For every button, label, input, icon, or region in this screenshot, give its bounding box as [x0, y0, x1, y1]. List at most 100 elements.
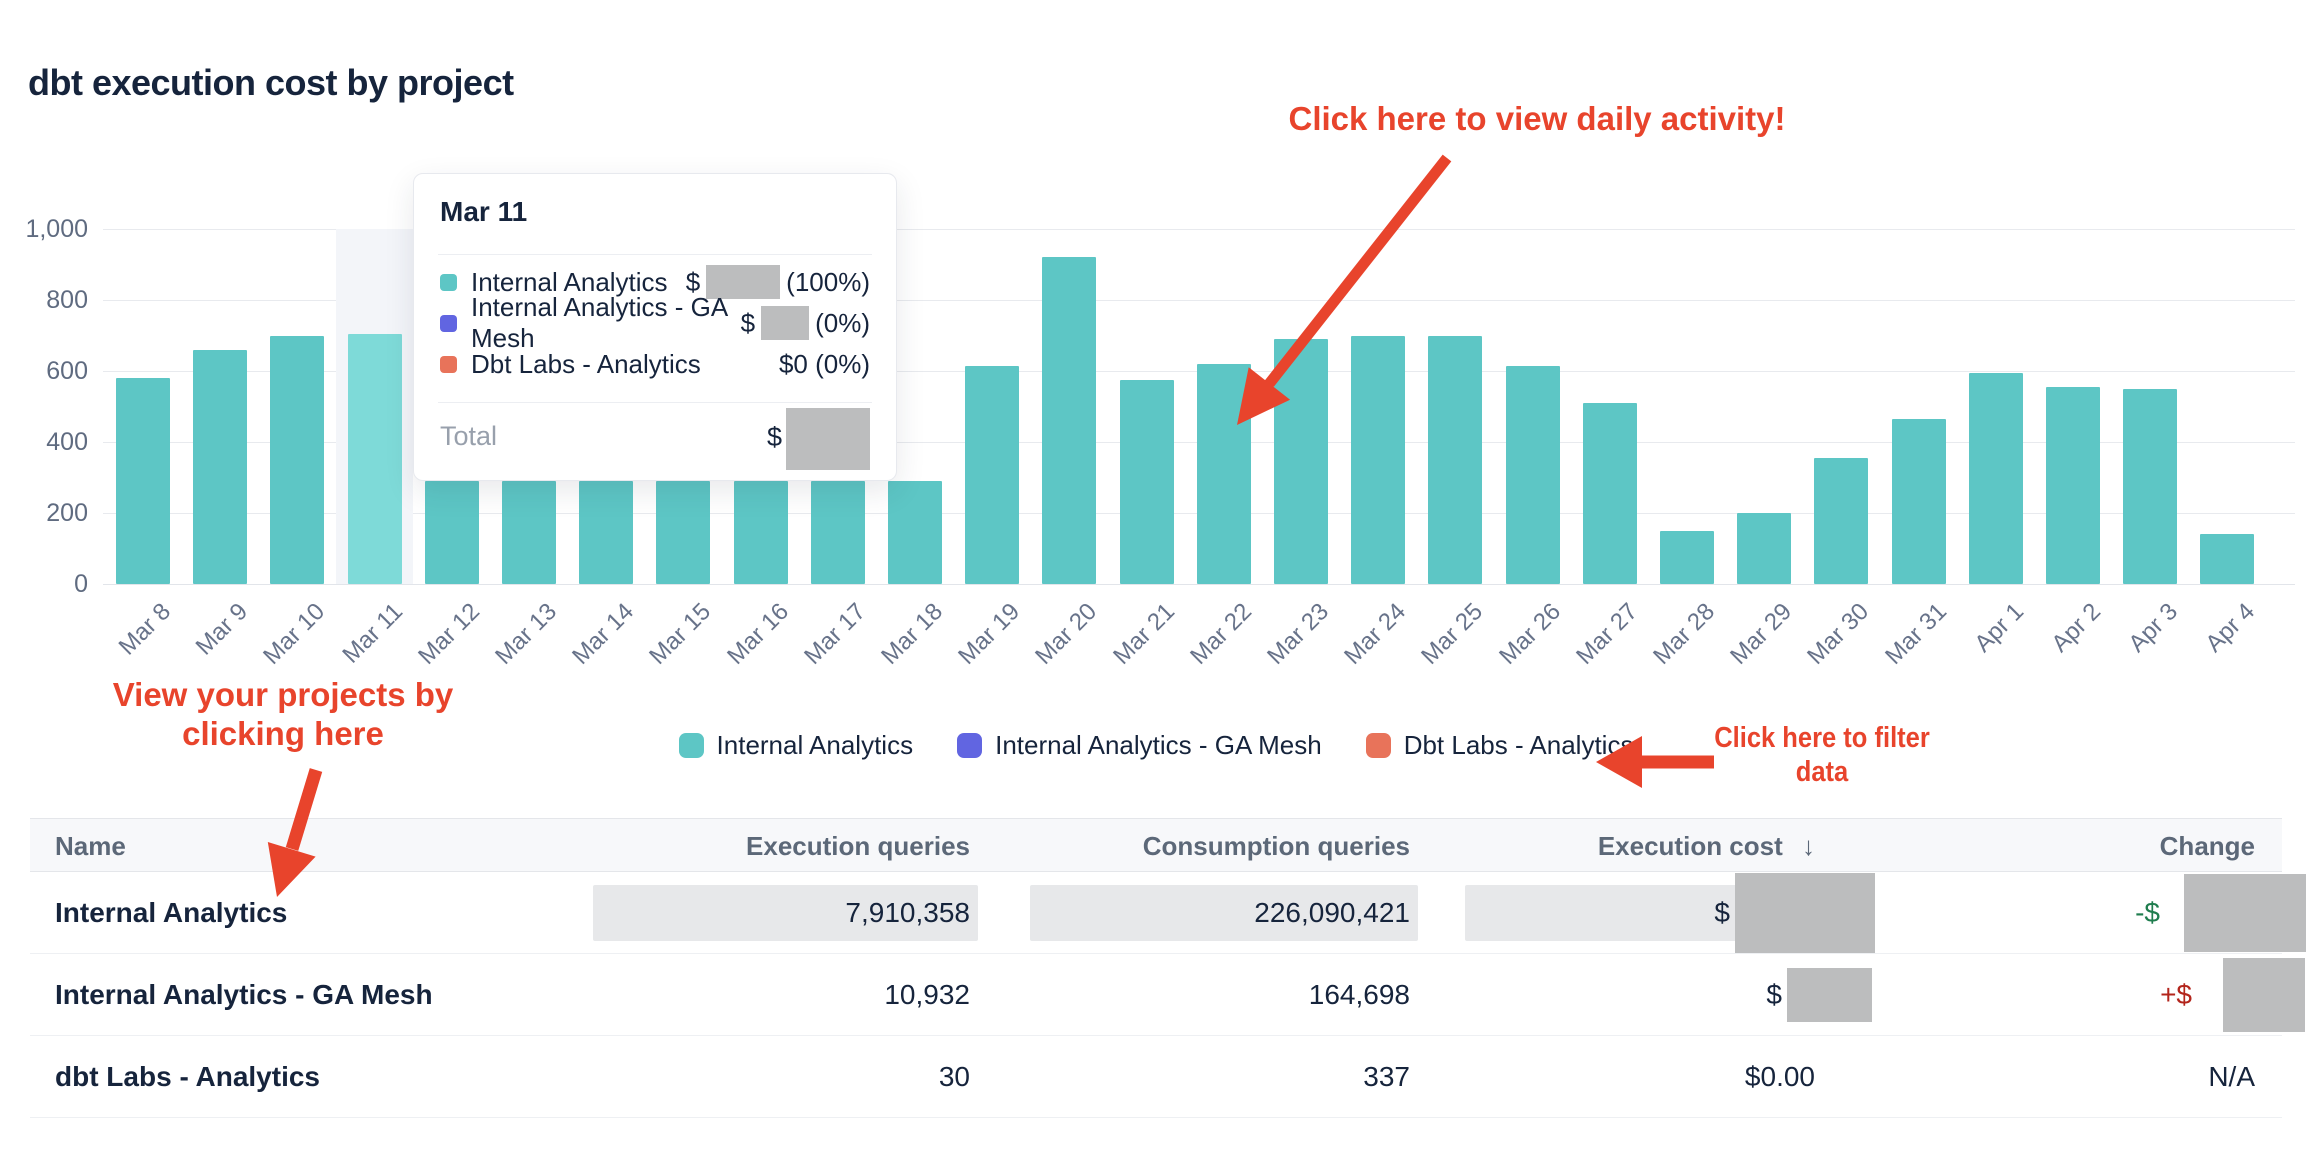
legend-item-ga-mesh[interactable]: Internal Analytics - GA Mesh — [957, 730, 1322, 761]
redacted-value — [786, 408, 870, 470]
y-axis-tick-label: 800 — [46, 286, 88, 314]
project-name[interactable]: Internal Analytics — [55, 897, 288, 928]
chart-bar-mar-28[interactable] — [1660, 530, 1714, 584]
execution-queries-value: 10,932 — [884, 979, 970, 1010]
chart-bar-mar-11[interactable] — [347, 333, 402, 584]
redacted-value — [761, 306, 810, 340]
chart-bar-mar-13[interactable] — [502, 481, 556, 584]
chart-bar-mar-8[interactable] — [116, 378, 170, 584]
chart-bar-apr-1[interactable] — [1968, 372, 2023, 584]
annotation-line: Click here to filter — [1714, 722, 1930, 754]
execution-cost-prefix: $ — [1714, 897, 1730, 928]
consumption-queries-value: 164,698 — [1308, 979, 1410, 1010]
column-header-change[interactable]: Change — [2159, 831, 2255, 861]
sort-descending-icon[interactable]: ↓ — [1802, 831, 1815, 861]
gridline — [103, 229, 2295, 230]
legend-item-internal-analytics[interactable]: Internal Analytics — [678, 730, 914, 761]
legend-item-dbt-labs[interactable]: Dbt Labs - Analytics — [1365, 730, 1633, 761]
chart-bar-apr-4[interactable] — [2200, 534, 2255, 584]
chart-bar-mar-23[interactable] — [1274, 339, 1328, 584]
legend-swatch-internal-analytics — [678, 733, 704, 758]
project-name[interactable]: dbt Labs - Analytics — [55, 1061, 321, 1092]
y-axis-tick-label: 400 — [46, 428, 88, 456]
chart-bar-mar-12[interactable] — [424, 481, 479, 584]
legend-label: Internal Analytics — [716, 730, 914, 760]
consumption-queries-value: 226,090,421 — [1254, 897, 1410, 928]
tooltip-series-value: $0 (0%) — [779, 349, 870, 380]
chart-bar-mar-25[interactable] — [1428, 335, 1483, 584]
currency-prefix: $ — [685, 266, 701, 297]
tooltip-series-value: $ (0%) — [741, 306, 870, 340]
annotation-daily-activity: Click here to view daily activity! — [1288, 100, 1786, 137]
redacted-value — [706, 265, 781, 299]
chart-bar-mar-31[interactable] — [1891, 418, 1946, 584]
chart-bar-mar-24[interactable] — [1351, 335, 1406, 584]
y-axis-tick-label: 0 — [74, 570, 88, 598]
change-prefix: -$ — [2135, 897, 2160, 928]
execution-queries-value: 7,910,358 — [845, 897, 970, 928]
column-header-label: Execution cost — [1597, 831, 1783, 861]
currency-prefix: $ — [766, 422, 782, 452]
tooltip-divider — [438, 254, 872, 255]
legend-swatch-ga-mesh — [957, 733, 983, 758]
tooltip-row: Dbt Labs - Analytics $0 (0%) — [440, 344, 870, 384]
chart-bar-mar-9[interactable] — [193, 349, 248, 584]
chart-bar-mar-21[interactable] — [1119, 379, 1174, 584]
chart-tooltip: Mar 11 Internal Analytics $ (100%) Inter… — [413, 173, 897, 481]
series-swatch-ga-mesh — [440, 314, 457, 332]
chart-bar-mar-14[interactable] — [579, 481, 634, 584]
chart-bar-mar-19[interactable] — [965, 365, 1020, 584]
chart-bar-mar-20[interactable] — [1042, 257, 1097, 584]
redacted-value — [1787, 968, 1872, 1022]
tooltip-row: Internal Analytics $ (100%) — [440, 262, 870, 302]
annotation-line: View your projects by — [112, 676, 454, 713]
tooltip-total-value: $ — [767, 408, 870, 470]
currency-prefix: $ — [740, 307, 756, 338]
chart-bar-mar-27[interactable] — [1582, 402, 1637, 584]
change-value: N/A — [2208, 1061, 2255, 1092]
tooltip-series-value: $ (100%) — [686, 265, 870, 299]
chart-bar-apr-2[interactable] — [2046, 386, 2100, 584]
chart-bar-mar-26[interactable] — [1505, 365, 1560, 584]
gridline — [103, 584, 2295, 585]
highlighted-cell — [593, 885, 978, 941]
execution-cost-bar-chart: 0 200 400 600 800 1,000 Mar 8 Mar 9 Mar 10 Mar 1… — [25, 215, 2295, 670]
y-axis-tick-label: 600 — [46, 357, 88, 385]
tooltip-series-label: Dbt Labs - Analytics — [471, 348, 701, 379]
execution-cost-prefix: $ — [1766, 979, 1782, 1010]
chart-bar-mar-22[interactable] — [1196, 363, 1251, 584]
tooltip-total-label: Total — [440, 421, 498, 451]
y-axis-tick-label: 1,000 — [25, 215, 88, 243]
table-row-dbt-labs[interactable]: dbt Labs - Analytics 30 337 $0.00 N/A — [30, 1036, 2282, 1118]
column-header-execution-queries[interactable]: Execution queries — [746, 831, 970, 861]
annotation-view-projects: View your projects by clicking here — [113, 675, 454, 753]
series-value: $0 (0%) — [778, 348, 870, 379]
redacted-value — [2223, 958, 2305, 1032]
y-axis-tick-label: 200 — [46, 499, 88, 527]
change-prefix: +$ — [2160, 979, 2192, 1010]
column-header-name[interactable]: Name — [55, 831, 126, 861]
column-header-consumption-queries[interactable]: Consumption queries — [1142, 831, 1410, 861]
consumption-queries-value: 337 — [1363, 1061, 1410, 1092]
chart-bar-apr-3[interactable] — [2123, 388, 2178, 584]
chart-bar-mar-30[interactable] — [1814, 457, 1869, 584]
series-swatch-internal-analytics — [440, 273, 457, 291]
chart-bar-mar-16[interactable] — [733, 481, 788, 584]
chart-bar-mar-29[interactable] — [1737, 513, 1792, 584]
chart-bar-mar-10[interactable] — [270, 335, 325, 584]
percent-value: (0%) — [815, 307, 870, 338]
table-row-ga-mesh[interactable]: Internal Analytics - GA Mesh 10,932 164,… — [30, 954, 2305, 1036]
chart-bar-mar-18[interactable] — [888, 481, 942, 584]
project-name[interactable]: Internal Analytics - GA Mesh — [55, 979, 433, 1010]
tooltip-series-label: Internal Analytics — [471, 266, 668, 297]
tooltip-series-label: Internal Analytics - GA Mesh — [471, 292, 727, 353]
percent-value: (100%) — [786, 266, 870, 297]
execution-cost-value: $0.00 — [1744, 1061, 1815, 1092]
gridline — [103, 300, 2295, 301]
redacted-value — [2184, 874, 2306, 952]
column-header-execution-cost[interactable]: Execution cost ↓ — [1598, 819, 1815, 873]
table-row-internal-analytics[interactable]: Internal Analytics 7,910,358 226,090,421… — [30, 872, 2306, 954]
page-title: dbt execution cost by project — [28, 62, 514, 103]
chart-bar-mar-15[interactable] — [656, 481, 711, 584]
chart-bar-mar-17[interactable] — [810, 481, 865, 584]
